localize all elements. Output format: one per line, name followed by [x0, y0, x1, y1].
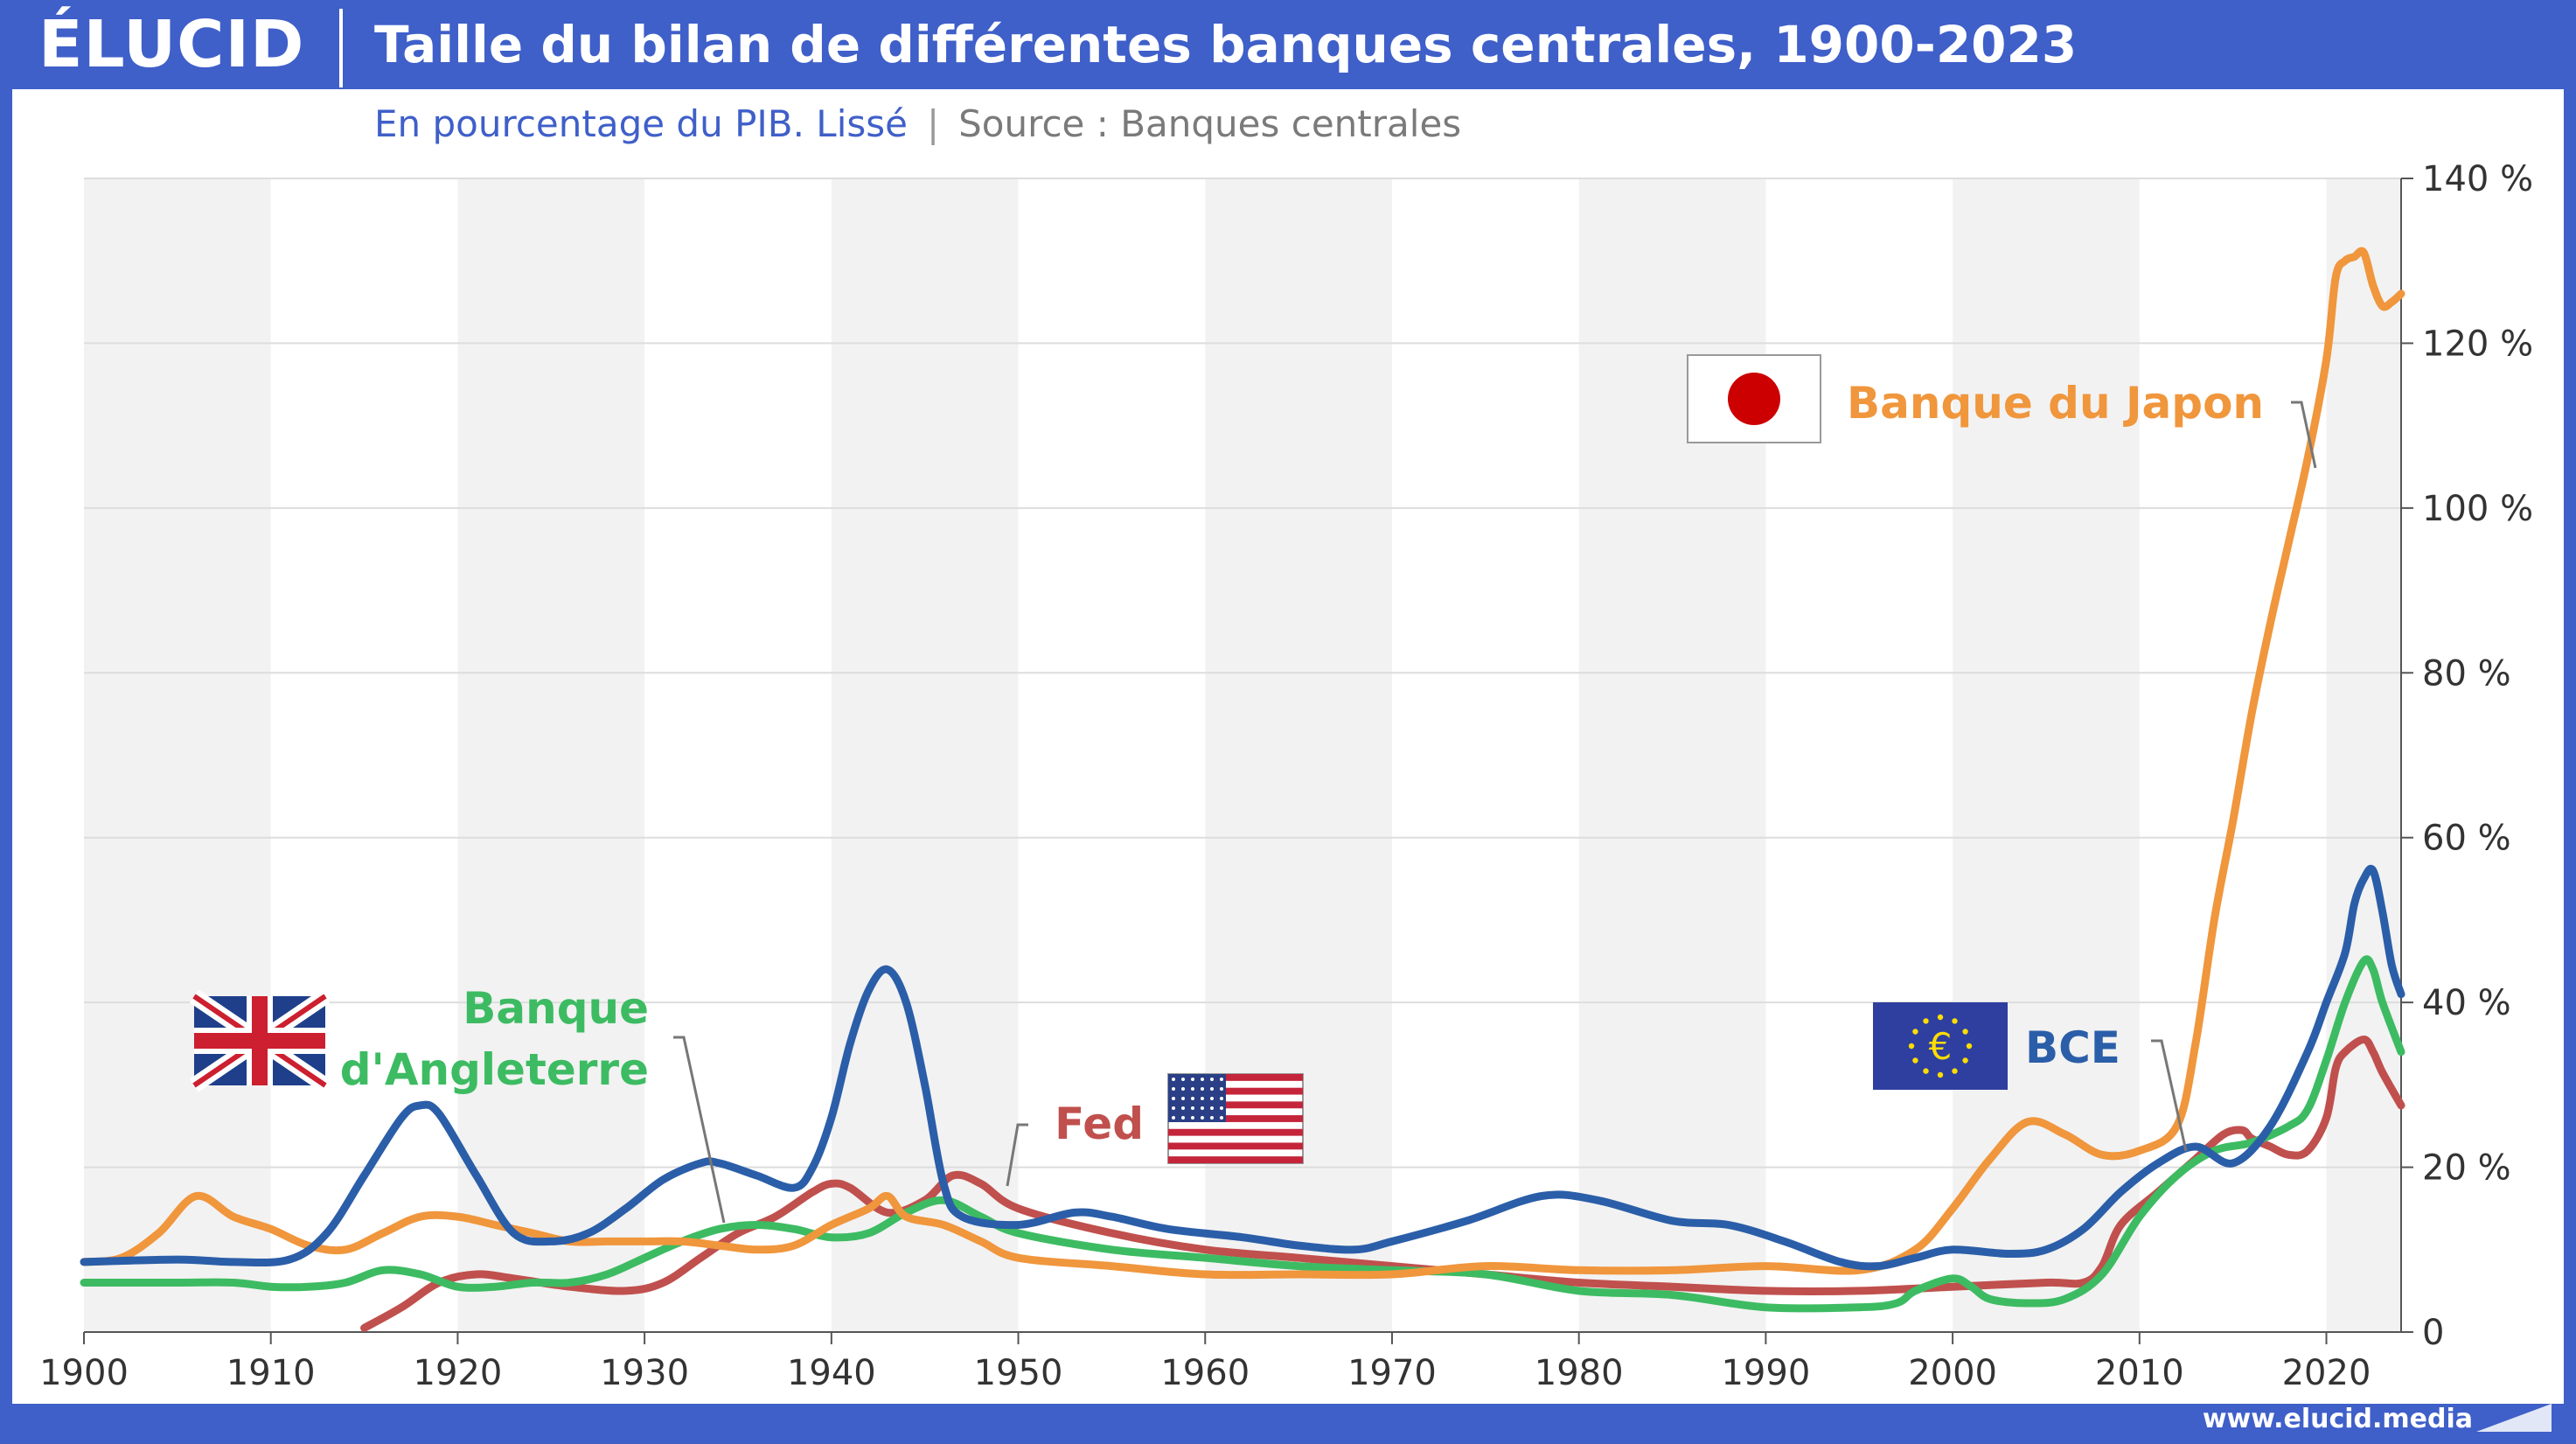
x-tick-label: 1960: [1160, 1353, 1250, 1393]
y-tick-label: 80 %: [2422, 653, 2511, 694]
label-fed: Fed: [1055, 1099, 1144, 1149]
decade-band: [1953, 178, 2140, 1332]
y-tick-label: 100 %: [2422, 489, 2533, 529]
y-tick-label: 60 %: [2422, 819, 2511, 859]
x-tick-label: 2000: [1908, 1353, 1997, 1393]
annotations: Banque du Japon Banque d'Angleterre Fed BCE €: [189, 354, 2317, 1224]
japan-flag-icon: [1687, 354, 1821, 443]
series-line-boj: [80, 247, 2405, 1280]
leader-line-boe: [673, 1036, 726, 1224]
x-tick-label: 1970: [1347, 1353, 1437, 1393]
label-boe-line2: d'Angleterre: [340, 1044, 649, 1095]
leader-line-boj: [2291, 401, 2317, 469]
uk-flag-icon: [189, 989, 331, 1092]
subtitle-separator: |: [926, 102, 940, 145]
y-tick-label: 40 %: [2422, 983, 2511, 1023]
period-bands: [84, 178, 2401, 1332]
x-tick-label: 1990: [1721, 1353, 1810, 1393]
y-tick-label: 120 %: [2422, 324, 2533, 364]
decade-band: [84, 178, 271, 1332]
chart-subtitle: En pourcentage du PIB. Lissé: [374, 102, 908, 145]
elucid-mark-icon: [2476, 1404, 2552, 1432]
x-tick-label: 1940: [787, 1353, 876, 1393]
series-lines: [80, 247, 2405, 1332]
x-tick-label: 2010: [2095, 1353, 2184, 1393]
svg-text:€: €: [1929, 1025, 1953, 1068]
elucid-logo[interactable]: ÉLUCID: [38, 7, 305, 82]
x-tick-label: 1910: [226, 1353, 316, 1393]
y-tick-label: 140 %: [2422, 159, 2533, 199]
x-tick-label: 1920: [414, 1353, 503, 1393]
chart-source: Source : Banques centrales: [958, 102, 1462, 145]
label-bce: BCE: [2025, 1022, 2120, 1073]
decade-band: [457, 178, 645, 1332]
footer-url[interactable]: www.elucid.media: [2202, 1404, 2473, 1434]
label-boe-line1: Banque: [463, 983, 649, 1034]
x-tick-label: 1930: [600, 1353, 689, 1393]
y-tick-label: 0: [2422, 1313, 2444, 1353]
y-axis: 0 20 % 40 % 60 % 80 % 100 % 120 % 140 %: [2400, 159, 2533, 1353]
x-tick-label: 1980: [1535, 1353, 1624, 1393]
chart-title: Taille du bilan de différentes banques c…: [374, 15, 2078, 74]
leader-line-bce: [2151, 1039, 2188, 1152]
decade-band: [1578, 178, 1766, 1332]
header-divider: [339, 9, 343, 87]
x-axis: 1900 1910 1920 1930 1940 1950 1960 1970 1980 1990…: [39, 1331, 2401, 1393]
decade-band: [2326, 178, 2401, 1332]
usa-flag-icon: [1167, 1073, 1304, 1164]
label-boj: Banque du Japon: [1847, 378, 2264, 429]
x-tick-label: 1950: [974, 1353, 1063, 1393]
y-tick-label: 20 %: [2422, 1148, 2511, 1189]
subtitle-row: En pourcentage du PIB. Lissé | Source : Ba…: [374, 98, 1461, 150]
header-bar: ÉLUCID Taille du bilan de différentes ba…: [0, 0, 2576, 89]
series-line-bce: [80, 864, 2405, 1271]
eu-flag-icon: €: [1873, 1002, 2008, 1090]
x-tick-label: 2020: [2282, 1353, 2371, 1393]
decade-band: [831, 178, 1019, 1332]
leader-line-fed: [1006, 1123, 1028, 1187]
x-tick-label: 1900: [39, 1353, 129, 1393]
